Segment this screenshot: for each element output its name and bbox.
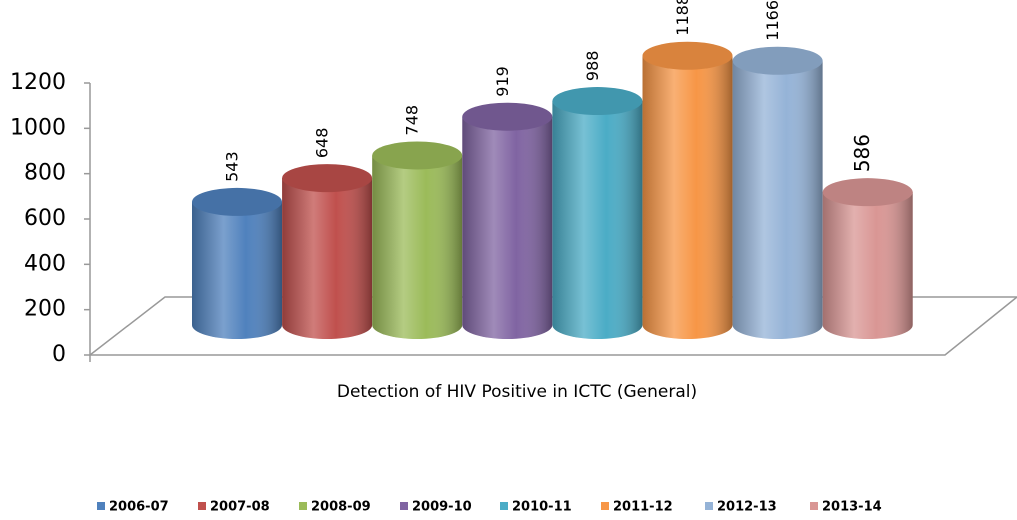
bar-top-shade [372, 141, 463, 170]
bar [192, 187, 282, 339]
legend-swatch [601, 502, 609, 510]
data-label: 919 [493, 66, 512, 97]
bar-top [462, 102, 553, 131]
bar-top-shade [642, 41, 733, 70]
bar-top [642, 41, 733, 70]
y-tick-label: 800 [24, 161, 66, 186]
legend-label: 2009-10 [412, 500, 472, 515]
y-tick-label: 1200 [10, 70, 66, 95]
legend-label: 2012-13 [717, 500, 777, 515]
bar [552, 87, 643, 339]
bar [822, 178, 913, 339]
bar [372, 141, 463, 339]
bar [642, 41, 733, 339]
legend-swatch [810, 502, 818, 510]
data-label: 586 [850, 134, 874, 172]
legend-label: 2013-14 [822, 500, 882, 515]
legend-swatch [400, 502, 408, 510]
bar-top-shade [732, 46, 823, 75]
data-label: 988 [583, 51, 602, 82]
bar-shade [552, 101, 643, 339]
bar-top [552, 87, 643, 116]
legend-label: 2011-12 [613, 500, 673, 515]
legend-swatch [198, 502, 206, 510]
data-label: 543 [223, 151, 242, 182]
legend-swatch [500, 502, 508, 510]
bar-top-shade [192, 187, 282, 216]
y-tick-label: 200 [24, 297, 66, 322]
y-tick-label: 600 [24, 206, 66, 231]
bar-top [732, 46, 823, 75]
bar-shade [732, 60, 823, 339]
legend-swatch [705, 502, 713, 510]
legend-label: 2008-09 [311, 500, 371, 515]
bar-top-shade [282, 164, 373, 193]
legend-swatch [299, 502, 307, 510]
data-label: 648 [313, 128, 332, 159]
y-tick-label: 400 [24, 251, 66, 276]
bar [282, 164, 373, 339]
legend-label: 2006-07 [109, 500, 169, 515]
data-label: 748 [403, 105, 422, 136]
bar [732, 46, 823, 339]
y-tick-label: 0 [52, 342, 66, 367]
bar-top [282, 164, 373, 193]
bar-shade [642, 55, 733, 339]
legend-label: 2010-11 [512, 500, 572, 515]
bar-top [822, 178, 913, 207]
bar [462, 102, 553, 340]
bar-top-shade [462, 102, 553, 131]
bar-shade [462, 116, 553, 340]
bar-shade [372, 155, 463, 339]
bar-top [372, 141, 463, 170]
bar-shade [822, 192, 913, 339]
y-tick-label: 1000 [10, 115, 66, 140]
bar-top-shade [822, 178, 913, 207]
data-label: 1188 [673, 0, 692, 36]
bar-top [192, 187, 282, 216]
bar-shade [192, 201, 282, 339]
bar-shade [282, 178, 373, 339]
data-label: 1166 [763, 0, 782, 41]
legend-swatch [97, 502, 105, 510]
legend-label: 2007-08 [210, 500, 270, 515]
bar-top-shade [552, 87, 643, 116]
x-category-label: Detection of HIV Positive in ICTC (Gener… [337, 382, 697, 402]
